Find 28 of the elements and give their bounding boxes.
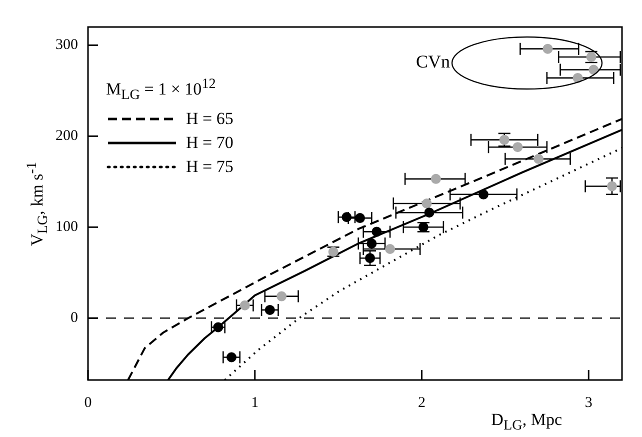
point (430, 174, 441, 184)
point (572, 72, 583, 83)
point (542, 44, 553, 54)
point (213, 322, 224, 332)
x-tick-label: 1 (251, 394, 259, 411)
legend-title: M$_{LG}$ = 1 × 10$^{12}$ (106, 75, 217, 106)
point (385, 244, 396, 254)
point (366, 238, 377, 249)
point (372, 226, 382, 237)
legend-label: H = 75 (186, 156, 234, 178)
x-tick-label: 0 (84, 394, 92, 411)
x-tick-label: 3 (584, 394, 592, 411)
point (478, 189, 488, 200)
point (422, 198, 432, 208)
y-tick-label: 0 (70, 310, 78, 326)
y-tick-label: 300 (56, 37, 78, 54)
point (534, 154, 544, 164)
y-tick-label: 100 (56, 219, 78, 236)
point (276, 291, 287, 302)
annotation: CVn (416, 52, 450, 72)
point (424, 208, 434, 218)
legend-label: H = 70 (186, 132, 234, 154)
x-axis-title: D$_{LG}$, Mpc (491, 410, 562, 434)
point (355, 213, 366, 224)
legend-label: H = 65 (186, 108, 234, 130)
point (512, 142, 523, 152)
y-tick-label: 200 (56, 128, 78, 144)
x-tick-label: 2 (418, 394, 426, 411)
